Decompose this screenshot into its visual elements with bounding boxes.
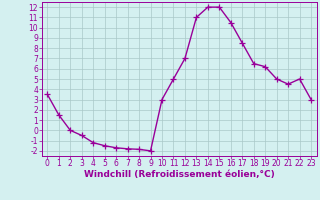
X-axis label: Windchill (Refroidissement éolien,°C): Windchill (Refroidissement éolien,°C) <box>84 170 275 179</box>
